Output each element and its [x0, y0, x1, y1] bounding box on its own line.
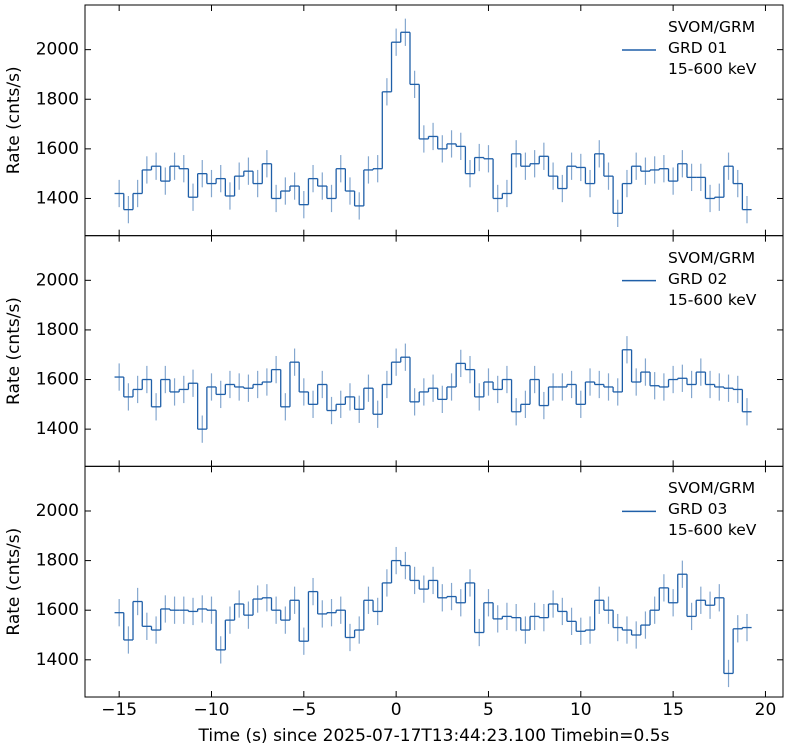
y-tick-label: 1600	[36, 139, 79, 159]
x-tick-label: −15	[101, 700, 137, 720]
x-tick-label: −10	[194, 700, 230, 720]
y-tick-label: 2000	[36, 501, 79, 521]
x-axis-label: Time (s) since 2025-07-17T13:44:23.100 T…	[198, 726, 670, 746]
x-tick-label: −5	[291, 700, 316, 720]
x-tick-label: 10	[570, 700, 592, 720]
x-tick-label: 0	[391, 700, 402, 720]
y-tick-label: 1600	[36, 370, 79, 390]
y-tick-label: 2000	[36, 270, 79, 290]
x-tick-label: 20	[755, 700, 777, 720]
x-tick-label: 15	[662, 700, 684, 720]
y-tick-label: 2000	[36, 40, 79, 60]
axes-frame	[84, 465, 784, 698]
y-tick-label: 1800	[36, 551, 79, 571]
y-tick-label: 1800	[36, 320, 79, 340]
y-tick-label: 1400	[36, 650, 79, 670]
x-tick-label: 5	[483, 700, 494, 720]
y-tick-label: 1400	[36, 419, 79, 439]
y-tick-label: 1800	[36, 89, 79, 109]
legend-entry: SVOM/GRM GRD 02 15-600 keV	[668, 248, 757, 309]
legend-entry: SVOM/GRM GRD 03 15-600 keV	[668, 479, 757, 540]
legend-entry: SVOM/GRM GRD 01 15-600 keV	[668, 18, 757, 78]
y-tick-label: 1400	[36, 188, 79, 208]
y-axis-label: Rate (cnts/s)	[4, 297, 24, 405]
y-axis-label: Rate (cnts/s)	[4, 66, 24, 174]
y-tick-label: 1600	[36, 600, 79, 620]
y-axis-label: Rate (cnts/s)	[4, 528, 24, 636]
